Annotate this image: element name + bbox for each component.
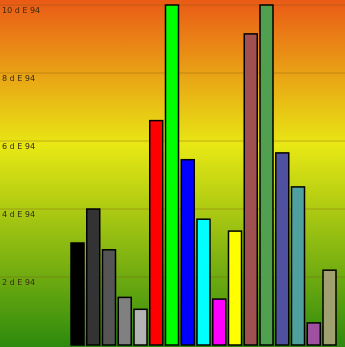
bar xyxy=(133,308,148,346)
bar xyxy=(259,4,274,346)
bar xyxy=(227,230,243,346)
y-tick-label: 2 d E 94 xyxy=(2,278,35,287)
bar xyxy=(306,322,321,346)
y-tick-label: 8 d E 94 xyxy=(2,74,35,83)
y-tick-label: 10 d E 94 xyxy=(2,6,40,15)
bar xyxy=(243,33,258,346)
bar xyxy=(149,119,164,346)
y-tick-labels: 2 d E 94 4 d E 94 6 d E 94 8 d E 94 10 d E 9… xyxy=(2,6,40,287)
bar xyxy=(86,208,101,346)
bars xyxy=(70,4,337,346)
bar xyxy=(275,152,290,346)
y-tick-label: 6 d E 94 xyxy=(2,142,35,151)
y-tick-label: 4 d E 94 xyxy=(2,210,35,219)
bar xyxy=(180,158,195,346)
bar xyxy=(322,269,337,346)
bar xyxy=(196,218,211,346)
bar xyxy=(70,242,85,346)
bar xyxy=(101,249,117,346)
bar xyxy=(212,298,227,346)
bar xyxy=(117,296,132,346)
bar xyxy=(290,186,306,346)
bar xyxy=(164,4,180,346)
